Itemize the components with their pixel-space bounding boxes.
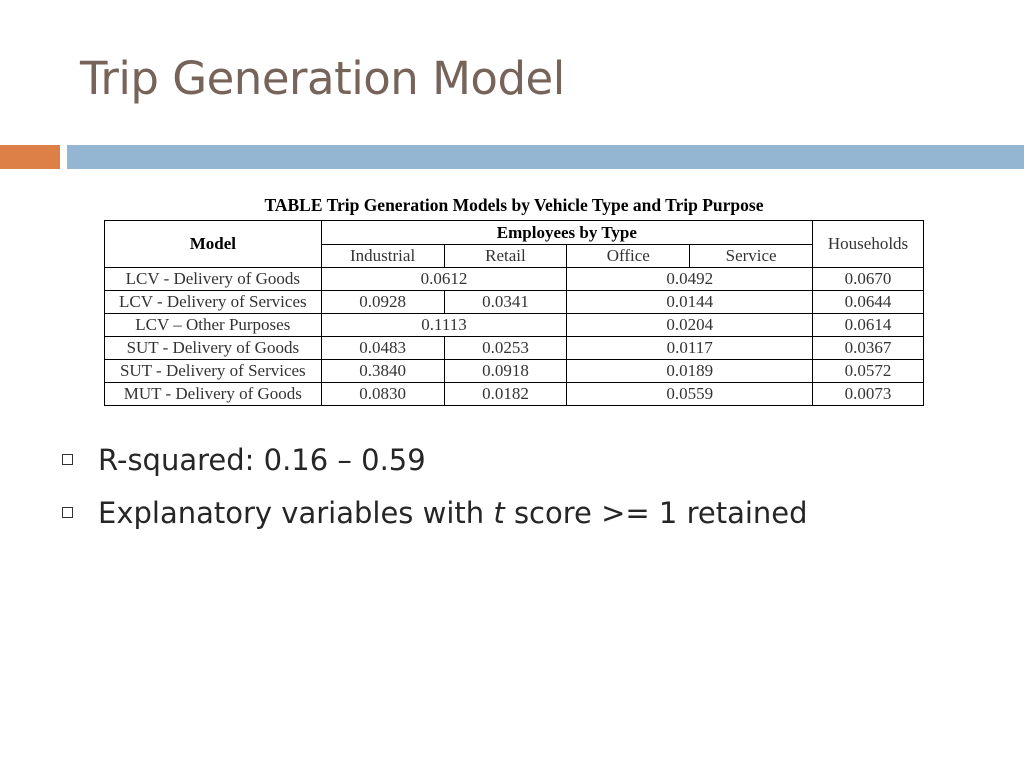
cell-value: 0.0367 (812, 336, 924, 360)
cell-value: 0.3840 (320, 359, 445, 383)
cell-value: 0.0670 (812, 267, 924, 291)
cell-value: 0.0572 (812, 359, 924, 383)
cell-value: 0.0918 (443, 359, 568, 383)
header-office: Office (566, 244, 691, 268)
cell-value: 0.0612 (320, 267, 568, 291)
bullet-list: R-squared: 0.16 – 0.59 Explanatory varia… (62, 438, 808, 544)
cell-value: 0.0073 (812, 382, 924, 406)
cell-value: 0.0144 (566, 290, 814, 314)
cell-value: 0.0830 (320, 382, 445, 406)
header-model: Model (104, 220, 322, 268)
table-row: SUT - Delivery of Services 0.3840 0.0918… (104, 359, 924, 383)
row-label: SUT - Delivery of Services (104, 359, 322, 383)
bullet-text-post: score >= 1 retained (504, 496, 808, 530)
cell-value: 0.0117 (566, 336, 814, 360)
cell-value: 0.0928 (320, 290, 445, 314)
trip-generation-table: Model Employees by Type Households Indus… (104, 220, 924, 406)
table-row: SUT - Delivery of Goods 0.0483 0.0253 0.… (104, 336, 924, 360)
row-label: LCV - Delivery of Services (104, 290, 322, 314)
table-row: LCV - Delivery of Services 0.0928 0.0341… (104, 290, 924, 314)
slide-title: Trip Generation Model (80, 52, 565, 105)
header-industrial: Industrial (320, 244, 445, 268)
square-bullet-icon (62, 507, 73, 518)
bullet-text-pre: Explanatory variables with (98, 496, 494, 530)
bullet-item: R-squared: 0.16 – 0.59 (62, 438, 808, 491)
accent-bar-orange (0, 145, 60, 169)
header-service: Service (689, 244, 814, 268)
bullet-text: R-squared: 0.16 – 0.59 (98, 443, 426, 477)
table-caption: TABLE Trip Generation Models by Vehicle … (264, 195, 764, 215)
row-label: SUT - Delivery of Goods (104, 336, 322, 360)
row-label: LCV – Other Purposes (104, 313, 322, 337)
cell-value: 0.0189 (566, 359, 814, 383)
bullet-item: Explanatory variables with t score >= 1 … (62, 491, 808, 544)
cell-value: 0.0644 (812, 290, 924, 314)
cell-value: 0.0492 (566, 267, 814, 291)
cell-value: 0.0559 (566, 382, 814, 406)
cell-value: 0.0204 (566, 313, 814, 337)
cell-value: 0.1113 (320, 313, 568, 337)
cell-value: 0.0341 (443, 290, 568, 314)
header-households: Households (812, 220, 924, 268)
cell-value: 0.0182 (443, 382, 568, 406)
header-employees-group: Employees by Type (320, 220, 814, 245)
table-row: LCV - Delivery of Goods 0.0612 0.0492 0.… (104, 267, 924, 291)
bullet-text-italic: t (493, 496, 505, 530)
accent-bar-blue (67, 145, 1024, 169)
row-label: MUT - Delivery of Goods (104, 382, 322, 406)
cell-value: 0.0483 (320, 336, 445, 360)
table-row: LCV – Other Purposes 0.1113 0.0204 0.061… (104, 313, 924, 337)
row-label: LCV - Delivery of Goods (104, 267, 322, 291)
cell-value: 0.0253 (443, 336, 568, 360)
table-row: MUT - Delivery of Goods 0.0830 0.0182 0.… (104, 382, 924, 406)
square-bullet-icon (62, 454, 73, 465)
cell-value: 0.0614 (812, 313, 924, 337)
header-retail: Retail (443, 244, 568, 268)
